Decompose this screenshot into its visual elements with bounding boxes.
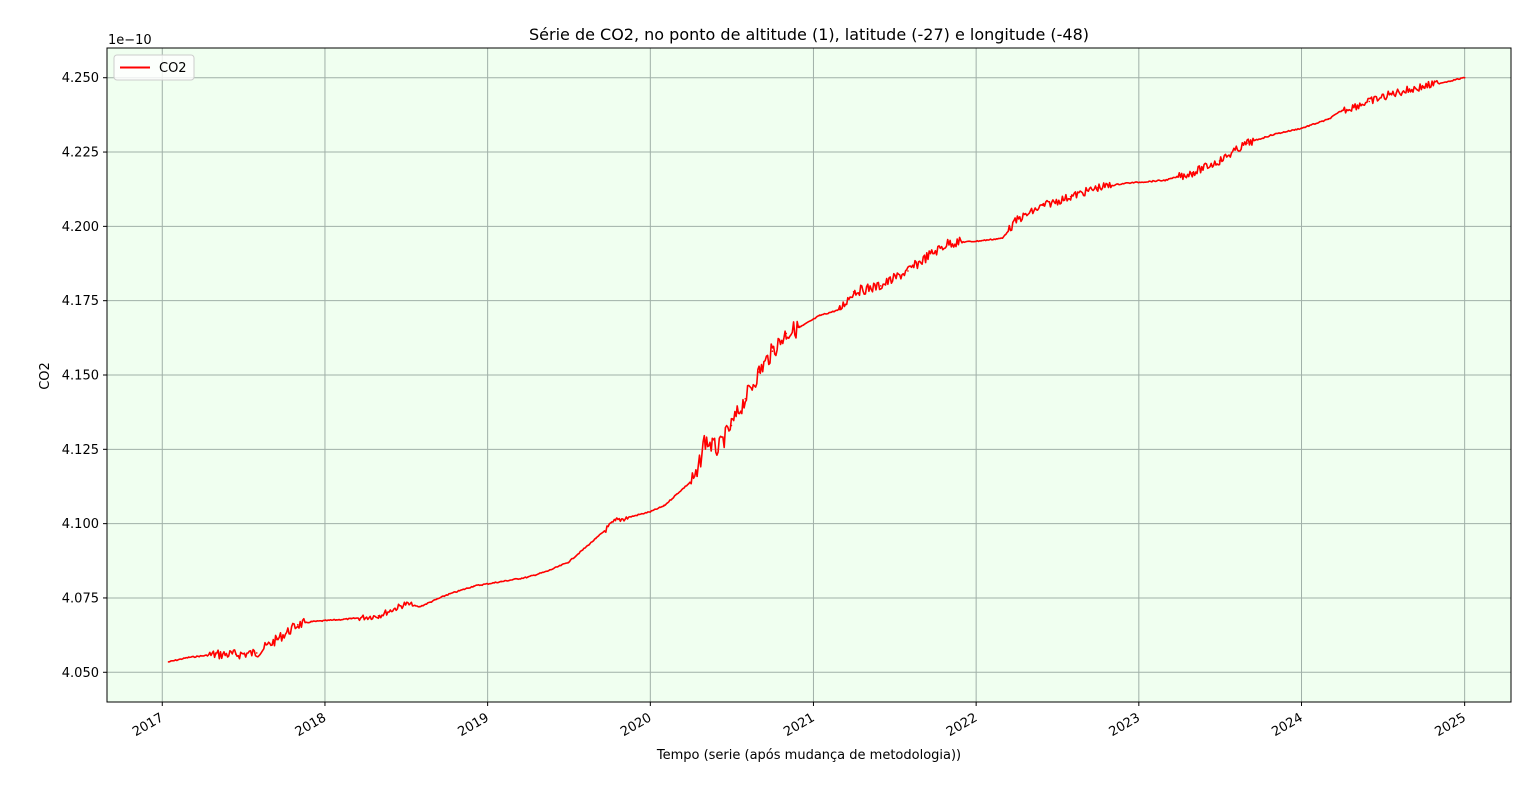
- data-point: [1069, 195, 1072, 198]
- data-point: [310, 620, 312, 623]
- data-point: [649, 510, 652, 513]
- y-offset-label: 1e−10: [108, 33, 152, 48]
- y-tick-label: 4.050: [62, 666, 99, 681]
- y-tick-label: 4.125: [62, 443, 99, 458]
- data-point: [771, 350, 774, 353]
- data-point: [187, 656, 190, 659]
- data-point: [1463, 76, 1466, 79]
- data-point: [445, 594, 448, 596]
- data-point: [1327, 118, 1330, 121]
- data-point: [404, 603, 407, 605]
- data-point: [418, 606, 421, 608]
- x-tick-label: 2023: [1107, 710, 1143, 740]
- data-point: [473, 585, 475, 587]
- legend: CO2: [113, 54, 195, 81]
- data-point: [595, 537, 597, 540]
- y-axis: 4.050 4.075 4.100 4.125 4.150 4.175 4.200 4.225…: [62, 71, 107, 681]
- x-tick-label: 2017: [130, 710, 166, 740]
- y-tick-label: 4.100: [62, 517, 99, 532]
- x-tick-label: 2018: [293, 710, 329, 740]
- data-point: [948, 241, 950, 244]
- x-tick-label: 2019: [455, 710, 491, 740]
- x-tick-label: 2020: [618, 710, 654, 740]
- data-point: [785, 332, 788, 335]
- data-point: [703, 439, 706, 442]
- x-tick-label: 2022: [944, 710, 980, 740]
- data-point: [1273, 133, 1276, 136]
- data-point: [1191, 172, 1194, 174]
- data-point: [838, 308, 841, 311]
- x-tick-label: 2025: [1432, 710, 1468, 740]
- data-point: [276, 638, 278, 641]
- y-tick-label: 4.200: [62, 220, 99, 235]
- chart-title: Série de CO2, no ponto de altitude (1), …: [529, 25, 1089, 44]
- data-point: [1422, 85, 1425, 88]
- data-point: [526, 576, 529, 578]
- data-point: [663, 505, 665, 507]
- data-point: [818, 314, 821, 317]
- y-tick-label: 4.150: [62, 369, 99, 384]
- series-layer: [167, 76, 1466, 663]
- data-point: [567, 561, 570, 564]
- data-point: [1097, 186, 1099, 189]
- data-point: [1300, 127, 1303, 130]
- x-tick-label: 2024: [1269, 710, 1305, 740]
- data-point: [907, 270, 909, 272]
- data-point: [758, 371, 760, 373]
- y-tick-label: 4.225: [62, 146, 99, 161]
- data-point: [730, 424, 733, 427]
- data-point: [1042, 204, 1045, 207]
- data-point: [235, 653, 237, 656]
- data-point: [296, 623, 299, 626]
- y-tick-label: 4.075: [62, 591, 99, 606]
- data-point: [717, 448, 719, 451]
- data-point: [1164, 179, 1166, 182]
- data-point: [214, 653, 217, 656]
- y-tick-label: 4.175: [62, 294, 99, 309]
- series-line-co2: [168, 76, 1465, 663]
- data-point: [614, 519, 617, 522]
- data-point: [546, 570, 549, 572]
- data-point: [879, 285, 882, 287]
- x-tick-label: 2021: [781, 710, 817, 740]
- data-point: [975, 240, 977, 243]
- data-point: [798, 326, 801, 329]
- grid-lines: [107, 48, 1511, 702]
- data-point: [377, 614, 380, 617]
- data-point: [676, 493, 678, 495]
- data-point: [1124, 182, 1126, 185]
- data-point: [350, 617, 353, 620]
- data-point: [255, 652, 258, 654]
- y-axis-title: CO2: [38, 362, 53, 390]
- data-point: [696, 475, 698, 477]
- legend-box: [113, 54, 195, 81]
- data-point: [1246, 142, 1248, 144]
- x-axis: 2017 2018 2019 2020 2021 2022 2023 2024 2025: [130, 702, 1469, 740]
- data-point: [500, 580, 503, 583]
- data-point: [744, 397, 747, 400]
- x-axis-title: Tempo (serie (após mudança de metodologi…: [656, 748, 961, 763]
- data-point: [927, 255, 929, 257]
- data-point: [1218, 160, 1221, 162]
- data-point: [1015, 219, 1018, 222]
- data-point: [1395, 91, 1398, 94]
- data-point: [1368, 100, 1371, 103]
- data-point: [167, 661, 170, 663]
- data-point: [1001, 237, 1004, 240]
- data-point: [852, 290, 855, 293]
- y-tick-label: 4.250: [62, 71, 99, 86]
- data-point: [1341, 109, 1343, 112]
- legend-label: CO2: [159, 61, 187, 76]
